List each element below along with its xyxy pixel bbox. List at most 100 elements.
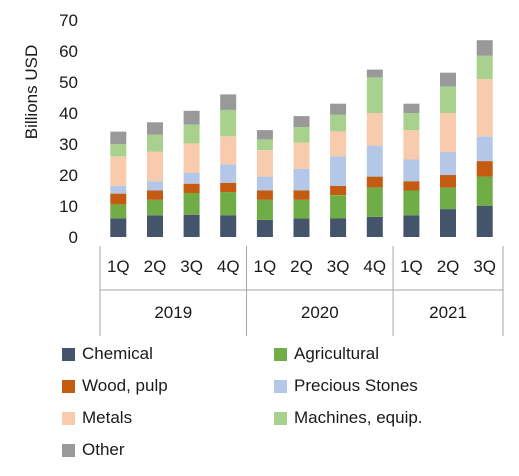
legend-item-wood-pulp: Wood, pulp xyxy=(62,374,168,398)
bar-segment-machines-equip xyxy=(110,144,127,157)
bar-segment-precious-stones xyxy=(330,156,347,186)
bar-segment-chemical xyxy=(147,215,163,237)
bar-segment-precious-stones xyxy=(256,176,273,191)
bar-segment-metals xyxy=(293,142,310,169)
legend-swatch xyxy=(274,379,287,393)
x-axis: 2019 2020 2021 1Q 2Q 3Q 4Q 1Q 2Q 3Q 4Q 1Q 2Q 3Q xyxy=(99,246,504,336)
legend-label: Wood, pulp xyxy=(82,376,168,395)
bar-segment-agricultural xyxy=(366,187,383,217)
legend-swatch xyxy=(62,411,75,425)
y-tick-label: 10 xyxy=(59,197,78,216)
x-tick-label: 1Q xyxy=(254,257,277,276)
y-tick-label: 20 xyxy=(59,166,78,185)
bar-segment-chemical xyxy=(403,215,420,237)
bar-segment-wood-pulp xyxy=(110,193,127,205)
bar-segment-chemical xyxy=(330,218,347,237)
x-group-label: 2021 xyxy=(429,303,467,322)
y-axis-title: Billions USD xyxy=(22,45,41,139)
legend-swatch xyxy=(62,347,75,361)
legend-label: Precious Stones xyxy=(294,376,418,395)
bar-segment-precious-stones xyxy=(476,136,493,162)
legend-item-agricultural: Agricultural xyxy=(274,342,379,366)
bar-segment-machines-equip xyxy=(220,109,237,137)
bar-segment-other xyxy=(256,130,273,140)
y-tick-label: 40 xyxy=(59,104,78,123)
bar-segment-wood-pulp xyxy=(403,181,420,191)
bar-segment-machines-equip xyxy=(183,124,200,144)
legend-swatch xyxy=(62,379,75,393)
legend-swatch xyxy=(274,411,287,425)
bar-segment-agricultural xyxy=(110,204,127,219)
bar-segment-other xyxy=(110,131,127,144)
legend-item-precious-stones: Precious Stones xyxy=(274,374,418,398)
bar-segment-precious-stones xyxy=(440,151,456,176)
bar-segment-wood-pulp xyxy=(220,182,237,193)
bar-segment-chemical xyxy=(110,218,127,237)
bar-segment-agricultural xyxy=(147,199,163,216)
legend-item-metals: Metals xyxy=(62,406,132,430)
legend-label: Machines, equip. xyxy=(294,408,423,427)
bar-segment-metals xyxy=(183,143,200,173)
y-tick-label: 30 xyxy=(59,135,78,154)
bar-segment-metals xyxy=(110,156,127,186)
x-tick-label: 4Q xyxy=(217,257,240,276)
x-group-label: 2020 xyxy=(301,303,339,322)
bar-segment-metals xyxy=(330,131,347,157)
bar-segment-agricultural xyxy=(476,176,493,206)
bar-segment-other xyxy=(330,103,347,115)
bar-segment-metals xyxy=(403,130,420,160)
bar-segment-precious-stones xyxy=(110,185,127,194)
y-tick-label: 0 xyxy=(69,228,78,247)
y-tick-label: 60 xyxy=(59,42,78,61)
bar-segment-machines-equip xyxy=(403,113,420,131)
bar-segment-wood-pulp xyxy=(440,175,456,188)
bar-segment-other xyxy=(147,122,163,135)
bar-segment-wood-pulp xyxy=(293,190,310,200)
bar-segment-wood-pulp xyxy=(147,190,163,200)
bar-segment-chemical xyxy=(366,216,383,237)
bar-segment-agricultural xyxy=(183,193,200,215)
x-tick-label: 1Q xyxy=(400,257,423,276)
bar-segment-metals xyxy=(440,113,456,152)
bar-segment-precious-stones xyxy=(293,168,310,191)
bar-segment-precious-stones xyxy=(403,159,420,182)
y-axis-ticks: 0 10 20 30 40 50 60 70 xyxy=(59,11,78,247)
bar-segment-metals xyxy=(476,78,493,137)
bar-segment-machines-equip xyxy=(256,139,273,151)
bar-segment-chemical xyxy=(220,215,237,237)
bar-segment-machines-equip xyxy=(476,55,493,79)
bar-segment-machines-equip xyxy=(330,114,347,132)
x-group-label: 2019 xyxy=(154,303,192,322)
bar-segment-precious-stones xyxy=(220,164,237,183)
bar-segment-agricultural xyxy=(330,195,347,219)
legend-label: Chemical xyxy=(82,344,153,363)
legend-label: Agricultural xyxy=(294,344,380,363)
legend-swatch xyxy=(274,347,287,361)
bar-segment-agricultural xyxy=(256,199,273,220)
bars xyxy=(110,40,493,237)
bar-segment-agricultural xyxy=(293,199,310,219)
bar-segment-machines-equip xyxy=(366,77,383,113)
y-tick-label: 50 xyxy=(59,73,78,92)
bar-segment-precious-stones xyxy=(366,145,383,177)
legend-item-other: Other xyxy=(62,438,125,462)
bar-segment-machines-equip xyxy=(293,127,310,143)
bar-segment-metals xyxy=(220,136,237,165)
x-tick-label: 4Q xyxy=(363,257,386,276)
bar-segment-agricultural xyxy=(440,187,456,210)
bar-segment-other xyxy=(403,103,420,113)
x-tick-label: 2Q xyxy=(437,257,460,276)
x-tick-label: 1Q xyxy=(107,257,130,276)
x-tick-label: 2Q xyxy=(290,257,313,276)
x-tick-label: 3Q xyxy=(180,257,203,276)
stacked-bar-chart: Billions USD 0 10 20 30 40 50 60 70 2019 2020 202… xyxy=(22,11,504,336)
bar-segment-other xyxy=(366,69,383,78)
bar-segment-agricultural xyxy=(220,192,237,216)
legend-label: Other xyxy=(82,440,125,459)
bar-segment-metals xyxy=(256,150,273,177)
bar-segment-chemical xyxy=(476,206,493,237)
bar-segment-other xyxy=(293,116,310,127)
bar-segment-wood-pulp xyxy=(366,176,383,188)
x-tick-label: 2Q xyxy=(144,257,167,276)
bar-segment-metals xyxy=(366,113,383,146)
